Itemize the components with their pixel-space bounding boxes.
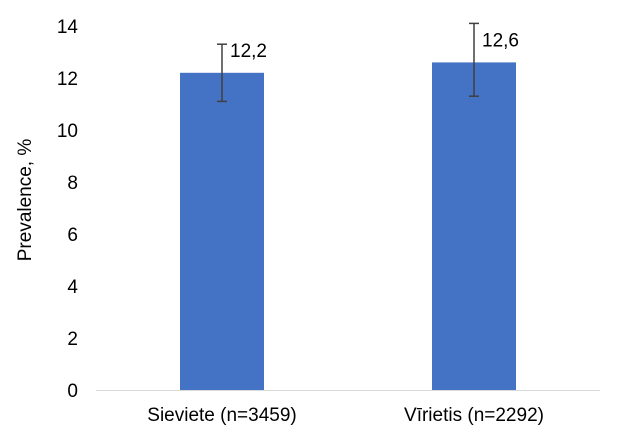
y-axis-ticks: 0 2 4 6 8 10 12 14 bbox=[57, 17, 79, 402]
y-axis-title: Prevalence, % bbox=[15, 139, 36, 262]
bar bbox=[432, 62, 516, 391]
y-tick-label: 6 bbox=[67, 225, 78, 246]
y-tick-label: 8 bbox=[67, 173, 78, 194]
category-label: Sieviete (n=3459) bbox=[147, 405, 296, 426]
y-tick-label: 0 bbox=[67, 381, 78, 402]
y-tick-label: 2 bbox=[67, 329, 78, 350]
y-tick-label: 10 bbox=[57, 121, 78, 142]
bar bbox=[180, 72, 264, 391]
y-tick-label: 14 bbox=[57, 17, 79, 38]
y-tick-label: 4 bbox=[67, 277, 78, 298]
category-label: Vīrietis (n=2292) bbox=[404, 405, 544, 426]
data-labels: 12,2 12,6 bbox=[230, 30, 519, 61]
bars bbox=[180, 62, 516, 391]
error-bars bbox=[217, 22, 479, 103]
error-bar bbox=[217, 43, 227, 103]
category-labels: Sieviete (n=3459) Vīrietis (n=2292) bbox=[147, 405, 544, 426]
data-label: 12,2 bbox=[230, 41, 267, 62]
data-label: 12,6 bbox=[482, 30, 519, 51]
y-tick-label: 12 bbox=[57, 69, 78, 90]
error-bar bbox=[469, 22, 479, 97]
